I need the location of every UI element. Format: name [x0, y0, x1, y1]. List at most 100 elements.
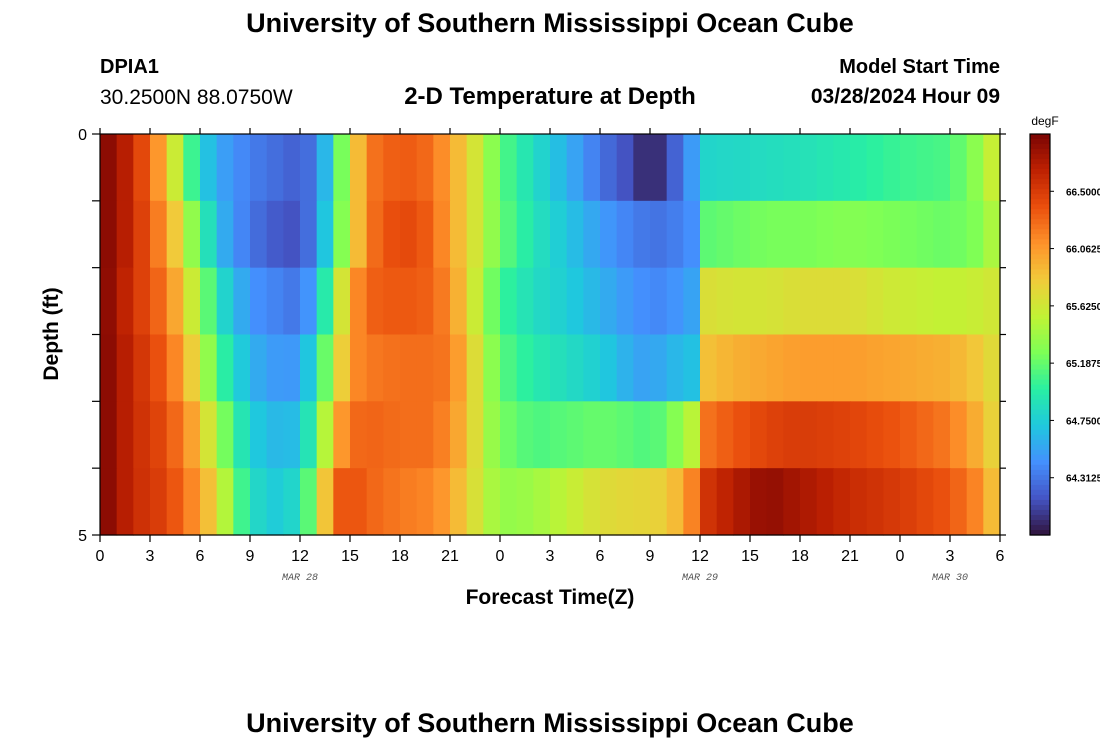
heatmap-cell: [666, 200, 684, 269]
colorbar-swatch: [1030, 294, 1050, 301]
heatmap-cell: [850, 334, 868, 402]
colorbar-swatch: [1030, 444, 1050, 451]
heatmap-cell: [983, 267, 1001, 336]
heatmap-cell: [200, 334, 218, 402]
colorbar-swatch: [1030, 284, 1050, 290]
heatmap-cell: [800, 334, 818, 402]
colorbar-swatch: [1030, 339, 1050, 346]
heatmap-cell: [566, 134, 584, 202]
heatmap-cell: [666, 334, 684, 402]
heatmap-cell: [733, 334, 751, 402]
heatmap-cell: [583, 134, 601, 202]
heatmap-cell: [583, 468, 601, 536]
heatmap-cell: [283, 334, 301, 402]
colorbar-swatch: [1030, 139, 1050, 145]
heatmap-cell: [333, 468, 351, 536]
heatmap-cell: [883, 468, 901, 536]
heatmap-cell: [483, 134, 501, 202]
colorbar-swatch: [1030, 269, 1050, 275]
colorbar-swatch: [1030, 374, 1050, 381]
heatmap-cell: [183, 200, 201, 269]
heatmap-cell: [733, 134, 751, 202]
colorbar-swatch: [1030, 519, 1050, 526]
heatmap-cell: [133, 468, 151, 536]
x-date-label: MAR 28: [282, 573, 318, 584]
heatmap-cell: [633, 200, 651, 269]
heatmap-cell: [166, 334, 184, 402]
heatmap-cell: [366, 468, 384, 536]
colorbar-swatch: [1030, 529, 1050, 536]
heatmap-cell: [616, 468, 634, 536]
colorbar-swatch: [1030, 154, 1050, 160]
heatmap-cell: [683, 267, 701, 336]
heatmap-cell: [933, 200, 951, 269]
heatmap-cell: [783, 401, 801, 469]
colorbar-swatch: [1030, 304, 1050, 311]
colorbar-swatch: [1030, 289, 1050, 295]
heatmap-cell: [466, 334, 484, 402]
heatmap-cell: [983, 200, 1001, 269]
colorbar-swatch: [1030, 254, 1050, 260]
heatmap-cell: [950, 134, 968, 202]
station-id: DPIA1: [100, 56, 159, 78]
heatmap-cell: [250, 468, 268, 536]
heatmap-cell: [283, 134, 301, 202]
colorbar-swatch: [1030, 509, 1050, 516]
heatmap-cell: [316, 468, 334, 536]
heatmap-cell: [400, 401, 418, 469]
heatmap-cell: [433, 134, 451, 202]
heatmap-cell: [733, 267, 751, 336]
heatmap-cell: [683, 134, 701, 202]
heatmap-cell: [883, 134, 901, 202]
chart-title: 2-D Temperature at Depth: [404, 83, 696, 110]
heatmap-cell: [400, 334, 418, 402]
colorbar-swatch: [1030, 344, 1050, 351]
x-tick-label: 21: [441, 548, 459, 565]
heatmap-cell: [883, 401, 901, 469]
heatmap-cell: [300, 334, 318, 402]
heatmap-cell: [233, 200, 251, 269]
y-axis-label: Depth (ft): [40, 287, 63, 380]
heatmap-cell: [566, 334, 584, 402]
heatmap-cell: [283, 267, 301, 336]
heatmap-cell: [766, 334, 784, 402]
heatmap-cell: [583, 267, 601, 336]
x-tick-label: 3: [946, 548, 955, 565]
heatmap-cell: [683, 468, 701, 536]
heatmap-cell: [600, 401, 618, 469]
heatmap-cell: [450, 468, 468, 536]
heatmap-cell: [533, 267, 551, 336]
colorbar-swatch: [1030, 264, 1050, 270]
colorbar-frame: [1029, 133, 1051, 536]
heatmap-cell: [133, 267, 151, 336]
colorbar-swatch: [1030, 324, 1050, 331]
colorbar-label: 65.6250: [1066, 302, 1100, 313]
heatmap-cell: [283, 401, 301, 469]
heatmap-cell: [433, 334, 451, 402]
heatmap-cell: [700, 267, 718, 336]
colorbar-swatch: [1030, 199, 1050, 205]
heatmap-cell: [850, 401, 868, 469]
heatmap-cell: [333, 134, 351, 202]
heatmap-cell: [916, 267, 934, 336]
heatmap-cell: [400, 200, 418, 269]
heatmap-cell: [900, 134, 918, 202]
page-title: University of Southern Mississippi Ocean…: [246, 8, 854, 38]
heatmap-cell: [750, 334, 768, 402]
heatmap-cell: [350, 334, 368, 402]
heatmap-cell: [900, 334, 918, 402]
heatmap-cell: [783, 134, 801, 202]
heatmap-cell: [233, 401, 251, 469]
heatmap-cell: [183, 401, 201, 469]
heatmap-cell: [616, 200, 634, 269]
x-tick-label: 18: [791, 548, 809, 565]
heatmap-cell: [433, 401, 451, 469]
heatmap-cell: [516, 267, 534, 336]
heatmap-cell: [800, 134, 818, 202]
heatmap-cell: [516, 200, 534, 269]
heatmap-cell: [750, 267, 768, 336]
heatmap-cell: [416, 200, 434, 269]
heatmap-cell: [800, 200, 818, 269]
heatmap-cell: [966, 334, 984, 402]
heatmap-cell: [333, 267, 351, 336]
